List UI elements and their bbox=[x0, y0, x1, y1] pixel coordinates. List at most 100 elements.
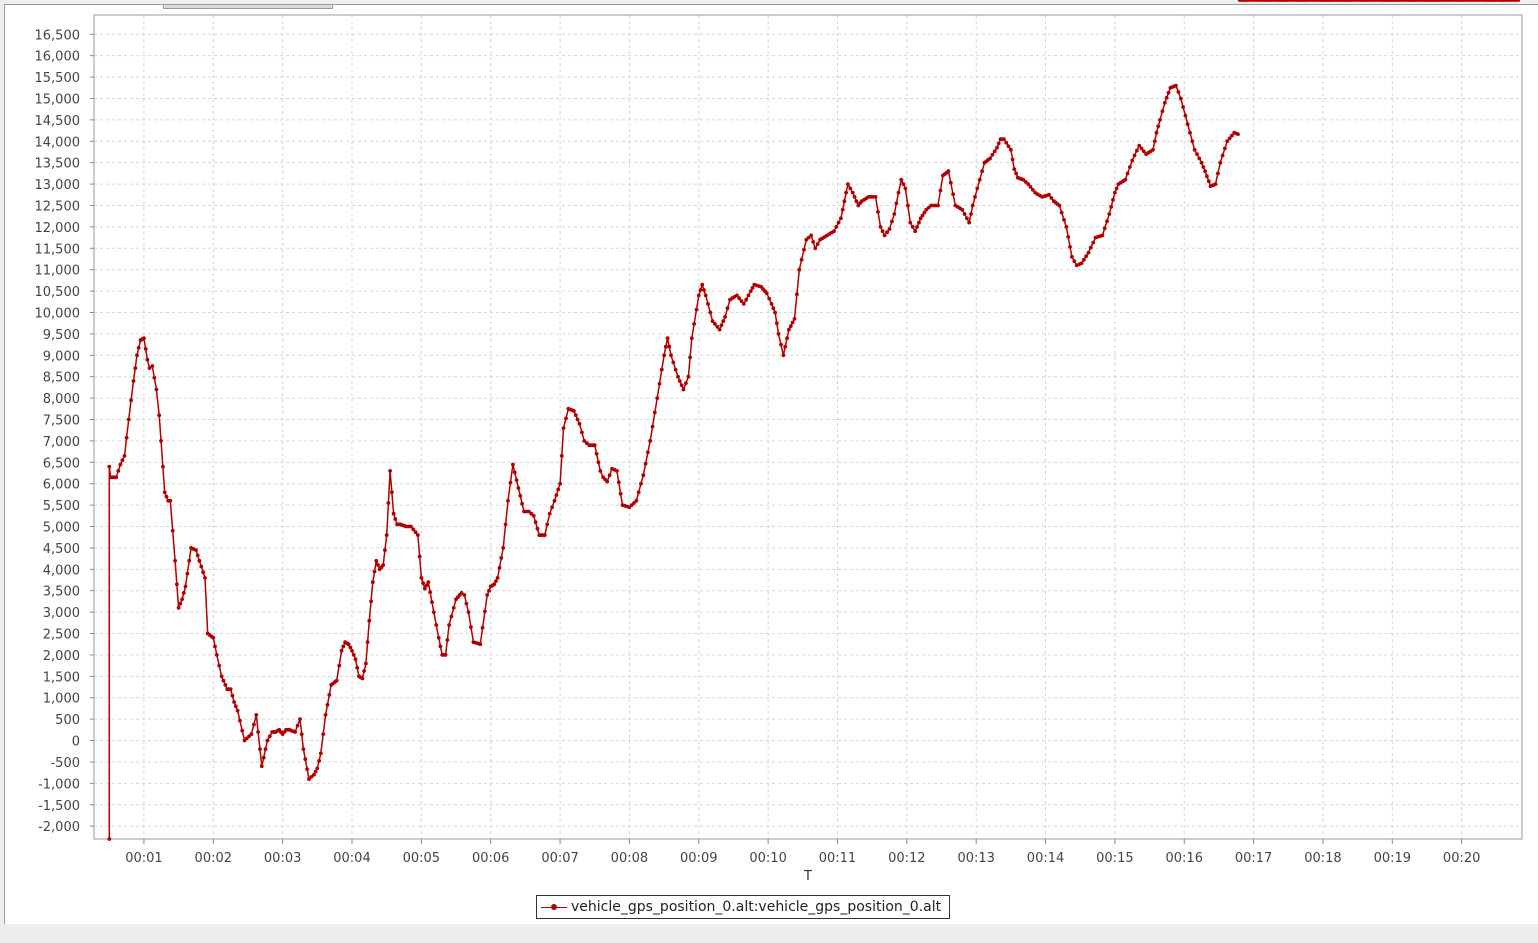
data-point bbox=[779, 342, 783, 347]
data-point bbox=[164, 494, 169, 499]
data-point bbox=[263, 747, 268, 751]
data-point bbox=[773, 310, 777, 315]
data-point bbox=[564, 416, 568, 421]
data-point bbox=[882, 233, 887, 238]
y-tick-label: 13,000 bbox=[35, 178, 81, 193]
data-point bbox=[325, 703, 330, 707]
data-point bbox=[367, 618, 372, 623]
data-point bbox=[774, 321, 779, 326]
data-point bbox=[1010, 157, 1015, 162]
data-point bbox=[1135, 148, 1139, 153]
data-point bbox=[655, 396, 660, 400]
data-point bbox=[384, 533, 389, 537]
data-point bbox=[259, 764, 264, 769]
data-point bbox=[556, 487, 561, 492]
data-point bbox=[689, 336, 694, 341]
data-point bbox=[238, 718, 242, 723]
data-point bbox=[992, 149, 997, 154]
data-point bbox=[230, 693, 235, 698]
data-point bbox=[657, 381, 662, 386]
x-tick-label: 00:03 bbox=[264, 851, 301, 866]
x-axis-title: T bbox=[803, 869, 812, 884]
data-point bbox=[201, 570, 206, 575]
data-point bbox=[318, 751, 323, 756]
data-point bbox=[120, 458, 125, 463]
y-tick-label: 7,000 bbox=[43, 435, 80, 450]
data-point bbox=[434, 623, 439, 627]
data-point bbox=[312, 772, 316, 777]
data-point bbox=[185, 571, 190, 576]
data-point bbox=[181, 591, 186, 595]
data-point bbox=[466, 610, 471, 614]
data-point bbox=[767, 296, 772, 301]
data-point bbox=[688, 355, 692, 360]
data-point bbox=[346, 642, 351, 647]
data-point bbox=[508, 480, 513, 485]
y-tick-label: 12,500 bbox=[35, 199, 81, 214]
y-tick-label: 15,000 bbox=[35, 92, 81, 107]
data-point bbox=[908, 220, 913, 225]
data-point bbox=[797, 267, 802, 272]
data-point bbox=[1130, 158, 1135, 163]
data-point bbox=[1203, 169, 1207, 174]
data-point bbox=[180, 597, 185, 602]
data-point bbox=[511, 462, 515, 467]
data-point bbox=[650, 424, 655, 429]
data-point bbox=[552, 498, 557, 503]
data-point bbox=[1012, 167, 1017, 172]
data-point bbox=[447, 623, 451, 627]
data-point bbox=[492, 582, 497, 587]
data-point bbox=[547, 511, 552, 516]
data-point bbox=[580, 430, 584, 435]
data-point bbox=[298, 717, 302, 721]
x-tick-label: 00:09 bbox=[680, 851, 717, 866]
data-point bbox=[969, 212, 973, 216]
data-point bbox=[1014, 171, 1018, 176]
data-point bbox=[936, 203, 940, 208]
y-tick-label: 4,500 bbox=[43, 542, 80, 557]
data-point bbox=[894, 201, 899, 206]
data-point bbox=[962, 212, 967, 216]
data-point bbox=[1028, 185, 1033, 189]
data-point bbox=[573, 413, 578, 418]
data-point bbox=[677, 379, 682, 383]
data-point bbox=[390, 490, 394, 495]
data-point bbox=[176, 606, 181, 610]
data-point bbox=[995, 145, 999, 150]
data-point bbox=[1178, 96, 1183, 101]
y-tick-label: 10,000 bbox=[35, 306, 81, 321]
data-point bbox=[1004, 140, 1009, 145]
data-point bbox=[531, 513, 536, 518]
data-point bbox=[249, 732, 254, 736]
y-tick-label: 12,000 bbox=[35, 221, 81, 236]
data-point bbox=[107, 837, 112, 841]
x-tick-label: 00:10 bbox=[749, 851, 786, 866]
data-point bbox=[792, 317, 797, 321]
data-point bbox=[360, 676, 365, 681]
data-point bbox=[618, 491, 623, 496]
data-point bbox=[1197, 156, 1202, 161]
data-point bbox=[681, 387, 686, 392]
data-point bbox=[795, 292, 799, 297]
data-point bbox=[168, 498, 173, 503]
data-point bbox=[615, 469, 619, 473]
data-point bbox=[575, 417, 580, 422]
data-point bbox=[413, 530, 418, 535]
data-point bbox=[988, 156, 992, 161]
data-point bbox=[374, 558, 379, 563]
data-point bbox=[520, 501, 524, 506]
data-point bbox=[967, 220, 972, 225]
legend-swatch bbox=[541, 901, 567, 913]
data-point bbox=[199, 564, 204, 569]
data-point bbox=[1164, 95, 1169, 100]
x-tick-label: 00:14 bbox=[1027, 851, 1064, 866]
data-point bbox=[131, 379, 136, 383]
data-point bbox=[542, 533, 547, 537]
data-point bbox=[1451, 0, 1456, 2]
data-point bbox=[334, 678, 339, 683]
y-tick-label: 11,000 bbox=[35, 264, 81, 279]
data-point bbox=[696, 293, 701, 298]
y-tick-label: 14,500 bbox=[35, 114, 81, 129]
data-point bbox=[648, 439, 653, 443]
data-point bbox=[501, 546, 506, 550]
